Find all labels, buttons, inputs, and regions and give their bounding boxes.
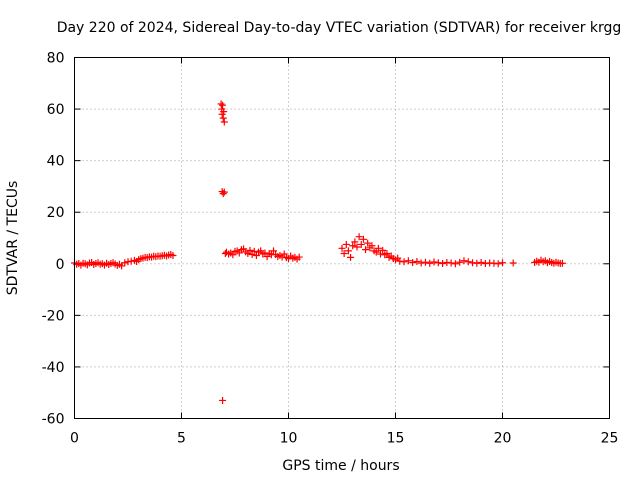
- data-point: [359, 235, 367, 243]
- data-point: [355, 233, 363, 241]
- x-tick-label: 5: [177, 431, 186, 447]
- data-point: [430, 258, 438, 266]
- y-tick-label: -20: [42, 308, 65, 324]
- chart-title: Day 220 of 2024, Sidereal Day-to-day VTE…: [57, 20, 622, 36]
- y-tick-label: 40: [47, 154, 65, 170]
- y-tick-label: -60: [42, 412, 65, 428]
- data-point: [372, 248, 380, 256]
- x-tick-label: 0: [70, 431, 79, 447]
- data-point: [377, 250, 385, 258]
- y-tick-label: 20: [47, 205, 65, 221]
- data-point: [169, 252, 177, 260]
- data-point: [509, 259, 517, 267]
- data-point: [362, 246, 370, 254]
- data-point: [353, 243, 361, 251]
- data-point: [451, 260, 459, 268]
- data-point: [219, 190, 227, 198]
- axis-ticks: 0 5 10 15 20 25 -60 -40 -20 0 20 40 60 80: [42, 51, 619, 447]
- data-point: [456, 258, 464, 266]
- data-point: [364, 239, 372, 247]
- data-point: [280, 250, 288, 258]
- x-tick-label: 10: [280, 431, 298, 447]
- data-point: [404, 257, 412, 265]
- data-point: [464, 258, 472, 266]
- data-point: [246, 246, 254, 254]
- data-point: [374, 244, 382, 252]
- data-point: [439, 260, 447, 268]
- data-point: [421, 258, 429, 266]
- data-point: [349, 242, 357, 250]
- data-point: [121, 259, 129, 267]
- data-points: [71, 100, 566, 404]
- data-point: [217, 100, 225, 108]
- x-tick-label: 25: [601, 431, 619, 447]
- x-axis-title: GPS time / hours: [282, 458, 399, 474]
- data-point: [417, 259, 425, 267]
- data-point: [344, 247, 352, 255]
- data-point: [118, 262, 126, 270]
- y-tick-label: 0: [56, 257, 65, 273]
- data-point: [342, 240, 350, 248]
- data-point: [351, 238, 359, 246]
- y-tick-label: 80: [47, 51, 65, 67]
- data-point: [357, 240, 365, 248]
- y-tick-label: 60: [47, 102, 65, 118]
- data-point: [220, 118, 228, 126]
- data-point: [219, 101, 227, 109]
- data-point: [558, 259, 566, 267]
- data-point: [494, 260, 502, 268]
- data-point: [250, 247, 258, 255]
- data-point: [400, 258, 408, 266]
- data-point: [434, 259, 442, 267]
- data-point: [379, 246, 387, 254]
- data-point: [460, 257, 468, 265]
- data-point: [409, 258, 417, 266]
- data-point: [219, 396, 227, 404]
- data-point: [220, 188, 228, 196]
- data-point: [270, 247, 278, 255]
- x-tick-label: 15: [387, 431, 405, 447]
- grid-lines: [74, 57, 610, 419]
- y-tick-label: -40: [42, 360, 65, 376]
- data-point: [413, 257, 421, 265]
- data-point: [295, 253, 303, 261]
- data-point: [499, 259, 506, 267]
- data-point: [426, 259, 434, 267]
- y-axis-title: SDTVAR / TECUs: [5, 181, 21, 296]
- data-point: [368, 242, 376, 250]
- plot-frame: [74, 57, 610, 419]
- data-point: [220, 108, 228, 116]
- data-point: [383, 249, 391, 257]
- data-point: [447, 259, 455, 267]
- data-point: [219, 114, 227, 122]
- data-point: [473, 259, 481, 267]
- data-point: [477, 258, 485, 266]
- data-point: [347, 253, 355, 261]
- data-point: [340, 249, 348, 257]
- x-tick-label: 20: [494, 431, 512, 447]
- data-point: [338, 244, 346, 252]
